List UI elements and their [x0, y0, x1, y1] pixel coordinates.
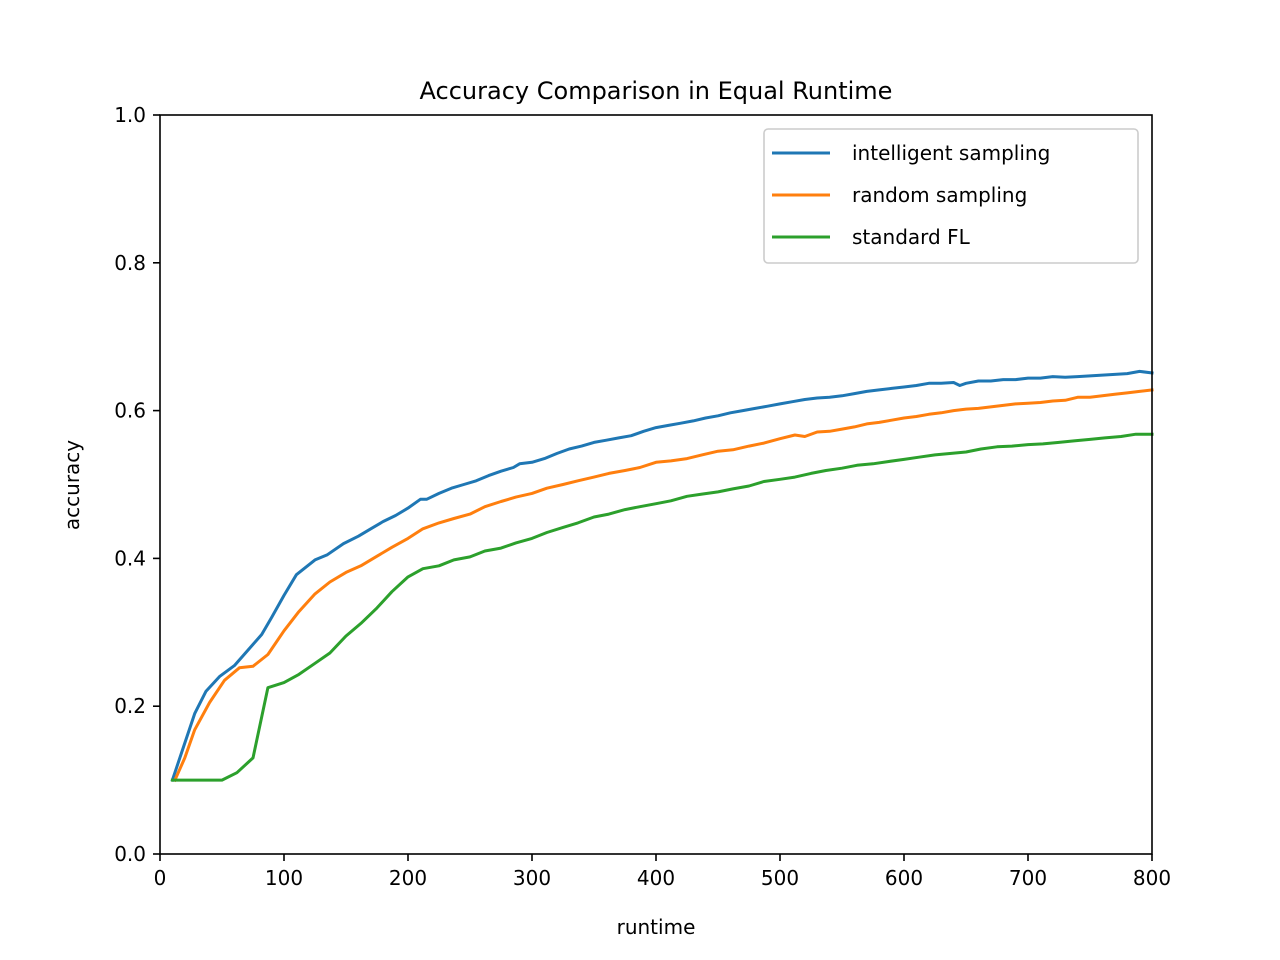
legend-label-standard-fl: standard FL — [852, 225, 971, 249]
series-line-standard-fl — [170, 432, 1154, 782]
x-tick-label: 200 — [389, 866, 427, 890]
y-axis: 0.0 0.2 0.4 0.6 0.8 1.0 — [114, 103, 160, 866]
x-tick-label: 600 — [885, 866, 923, 890]
y-tick-label: 0.0 — [114, 842, 146, 866]
y-tick-label: 0.8 — [114, 251, 146, 275]
y-axis-title: accuracy — [60, 440, 84, 530]
y-tick-label: 0.4 — [114, 546, 146, 570]
series-layer — [170, 369, 1154, 783]
x-tick-label: 800 — [1133, 866, 1171, 890]
chart-title: Accuracy Comparison in Equal Runtime — [420, 77, 893, 105]
x-tick-label: 100 — [265, 866, 303, 890]
series-line-intelligent-sampling — [170, 369, 1154, 782]
x-axis-title: runtime — [617, 915, 696, 939]
x-tick-label: 0 — [154, 866, 167, 890]
y-tick-label: 1.0 — [114, 103, 146, 127]
x-tick-label: 400 — [637, 866, 675, 890]
y-tick-label: 0.2 — [114, 694, 146, 718]
x-tick-label: 500 — [761, 866, 799, 890]
legend: intelligent sampling random sampling stand… — [763, 128, 1139, 264]
y-tick-label: 0.6 — [114, 399, 146, 423]
legend-label-random-sampling: random sampling — [852, 183, 1027, 207]
legend-label-intelligent-sampling: intelligent sampling — [852, 141, 1050, 165]
x-axis: 0 100 200 300 400 500 600 700 800 — [154, 854, 1171, 890]
legend-box — [763, 128, 1139, 264]
x-tick-label: 300 — [513, 866, 551, 890]
x-tick-label: 700 — [1009, 866, 1047, 890]
series-line-random-sampling — [172, 388, 1154, 783]
